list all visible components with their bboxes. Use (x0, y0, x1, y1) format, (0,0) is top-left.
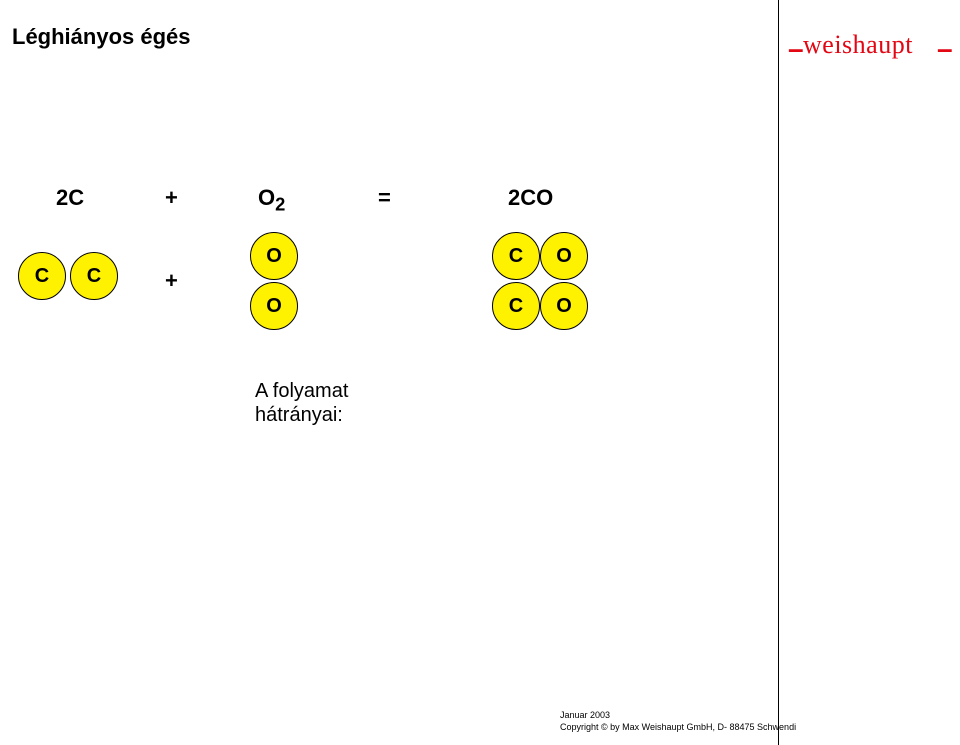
atoms-plus: + (165, 268, 178, 294)
logo-dash-right: – (937, 33, 953, 65)
footer-line1: Januar 2003 (560, 710, 610, 721)
atom-co-0o: O (540, 232, 588, 280)
logo-dash-left: – (788, 33, 804, 65)
formula-part-0: 2C (56, 185, 84, 211)
atom-c-0: C (18, 252, 66, 300)
footer-line2: Copyright © by Max Weishaupt GmbH, D- 88… (560, 722, 796, 733)
vertical-divider (778, 0, 779, 745)
page-title: Léghiányos égés (12, 24, 191, 50)
formula-part-4: 2CO (508, 185, 553, 211)
atom-co-1c: C (492, 282, 540, 330)
atom-o-0: O (250, 232, 298, 280)
subheading-line2: hátrányai: (255, 404, 343, 427)
formula-part-1: + (165, 185, 178, 211)
formula-part-2: O2 (258, 185, 285, 215)
subheading-line1: A folyamat (255, 380, 348, 403)
logo-wordmark: weishaupt (803, 30, 913, 60)
formula-part-3: = (378, 185, 391, 211)
atom-c-1: C (70, 252, 118, 300)
atom-co-1o: O (540, 282, 588, 330)
atom-o-1: O (250, 282, 298, 330)
atom-co-0c: C (492, 232, 540, 280)
